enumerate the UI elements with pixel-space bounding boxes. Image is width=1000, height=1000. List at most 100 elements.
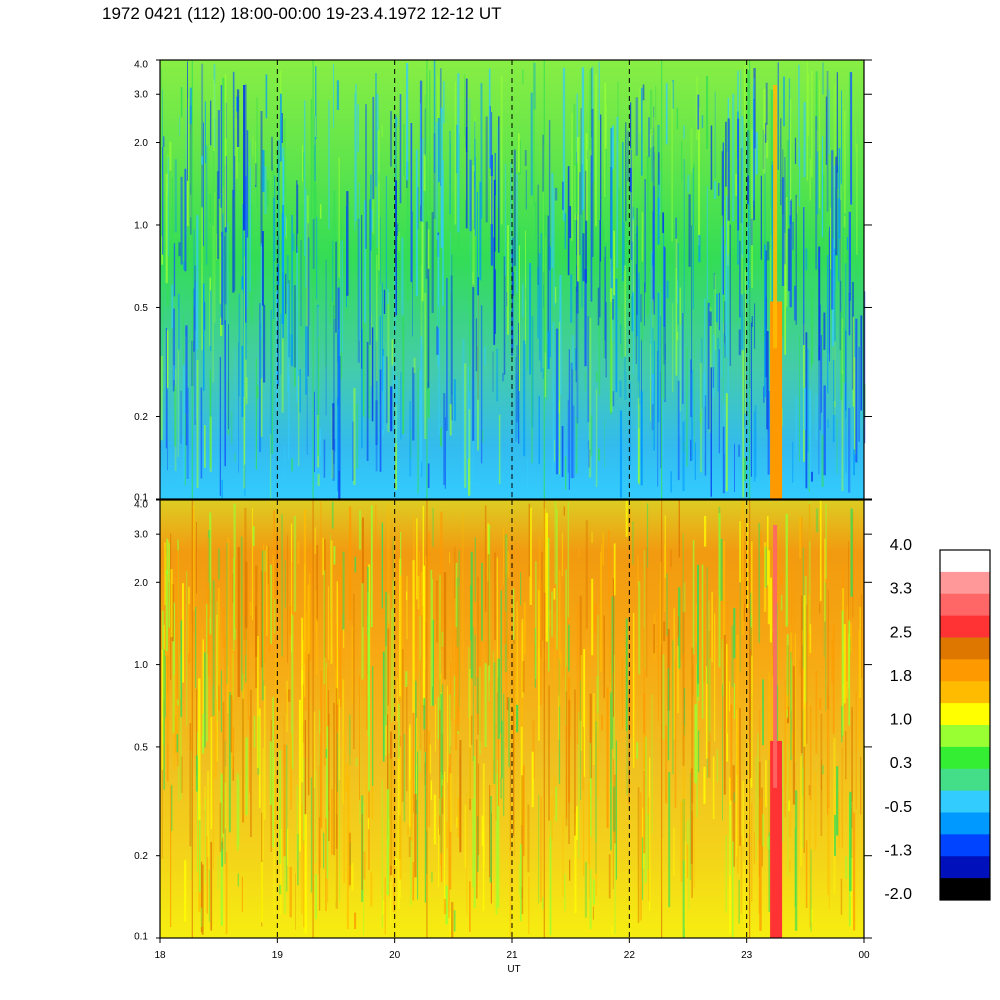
texture-streak xyxy=(169,141,172,171)
texture-streak xyxy=(787,228,791,291)
texture-streak xyxy=(638,404,641,485)
hour-gridlines xyxy=(276,60,748,499)
texture-streak xyxy=(596,713,599,798)
texture-streak xyxy=(203,283,205,391)
texture-streak xyxy=(683,688,686,736)
texture-streak xyxy=(601,544,602,671)
texture-streak xyxy=(591,108,594,258)
texture-streak xyxy=(750,218,753,246)
texture-streak xyxy=(711,591,713,663)
texture-streak xyxy=(497,126,499,209)
texture-streak xyxy=(399,94,402,204)
texture-streak xyxy=(638,581,641,675)
texture-streak xyxy=(723,346,725,405)
texture-streak xyxy=(770,207,772,366)
texture-streak xyxy=(766,241,770,261)
texture-streak xyxy=(292,233,295,252)
texture-streak xyxy=(209,369,212,469)
texture-line xyxy=(661,500,663,938)
texture-streak xyxy=(579,595,582,721)
texture-streak xyxy=(844,263,847,419)
texture-streak xyxy=(400,576,403,700)
colorbar-swatch xyxy=(940,856,990,879)
texture-streak xyxy=(382,900,385,915)
texture-streak xyxy=(190,750,192,881)
texture-streak xyxy=(786,634,789,707)
texture-streak xyxy=(513,644,516,777)
texture-streak xyxy=(529,507,532,605)
texture-streak xyxy=(452,580,454,679)
texture-streak xyxy=(818,252,820,269)
texture-streak xyxy=(353,593,355,749)
texture-streak xyxy=(398,703,400,759)
texture-streak xyxy=(477,295,479,451)
texture-streak xyxy=(670,549,672,568)
texture-streak xyxy=(293,516,297,612)
texture-streak xyxy=(244,464,246,497)
texture-streak xyxy=(615,278,618,393)
texture-streak xyxy=(750,655,753,788)
event-band-tail xyxy=(773,85,778,349)
texture-streak xyxy=(841,748,843,849)
texture-streak xyxy=(440,511,443,650)
x-tick-label: 19 xyxy=(272,950,284,961)
texture-streak xyxy=(540,552,544,641)
texture-streak xyxy=(236,89,240,147)
texture-streak xyxy=(653,340,655,451)
texture-streak xyxy=(201,63,204,207)
texture-streak xyxy=(333,702,336,856)
texture-streak xyxy=(428,744,432,774)
texture-streak xyxy=(387,292,390,432)
texture-streak xyxy=(598,283,601,396)
texture-streak xyxy=(612,578,614,717)
texture-streak xyxy=(816,151,819,215)
texture-streak xyxy=(366,635,368,730)
texture-streak xyxy=(294,291,296,387)
texture-streak xyxy=(525,170,527,210)
texture-streak xyxy=(720,538,723,601)
texture-streak xyxy=(383,714,387,757)
texture-streak xyxy=(444,417,446,489)
texture-streak xyxy=(393,760,395,912)
texture-streak xyxy=(343,734,346,883)
texture-streak xyxy=(358,182,360,341)
texture-streak xyxy=(629,381,631,466)
texture-streak xyxy=(503,527,504,585)
texture-streak xyxy=(724,343,726,455)
texture-streak xyxy=(443,81,445,124)
texture-streak xyxy=(754,405,757,477)
texture-streak xyxy=(198,678,201,821)
texture-streak xyxy=(165,328,167,449)
texture-streak xyxy=(794,633,796,763)
texture-streak xyxy=(441,684,444,780)
texture-streak xyxy=(196,215,199,350)
texture-streak xyxy=(807,73,810,137)
texture-streak xyxy=(295,873,296,930)
texture-streak xyxy=(537,267,539,339)
texture-streak xyxy=(558,658,561,784)
colorbar-swatch xyxy=(940,571,990,595)
texture-streak xyxy=(455,562,458,628)
texture-streak xyxy=(561,426,564,477)
texture-streak xyxy=(307,584,310,672)
texture-streak xyxy=(208,869,210,923)
texture-streak xyxy=(649,757,651,911)
texture-streak xyxy=(762,814,764,847)
texture-streak xyxy=(228,692,231,833)
texture-streak xyxy=(598,62,600,121)
texture-streak xyxy=(381,522,383,609)
texture-streak xyxy=(637,272,640,398)
texture-streak xyxy=(287,673,289,683)
texture-streak xyxy=(581,67,585,211)
texture-streak xyxy=(856,144,858,255)
texture-streak xyxy=(330,533,331,613)
texture-streak xyxy=(555,328,559,475)
texture-streak xyxy=(454,547,456,599)
texture-streak xyxy=(470,551,473,679)
texture-streak xyxy=(196,522,197,594)
texture-line xyxy=(543,60,545,499)
texture-streak xyxy=(489,106,491,169)
texture-streak xyxy=(535,561,537,679)
texture-streak xyxy=(288,304,290,357)
